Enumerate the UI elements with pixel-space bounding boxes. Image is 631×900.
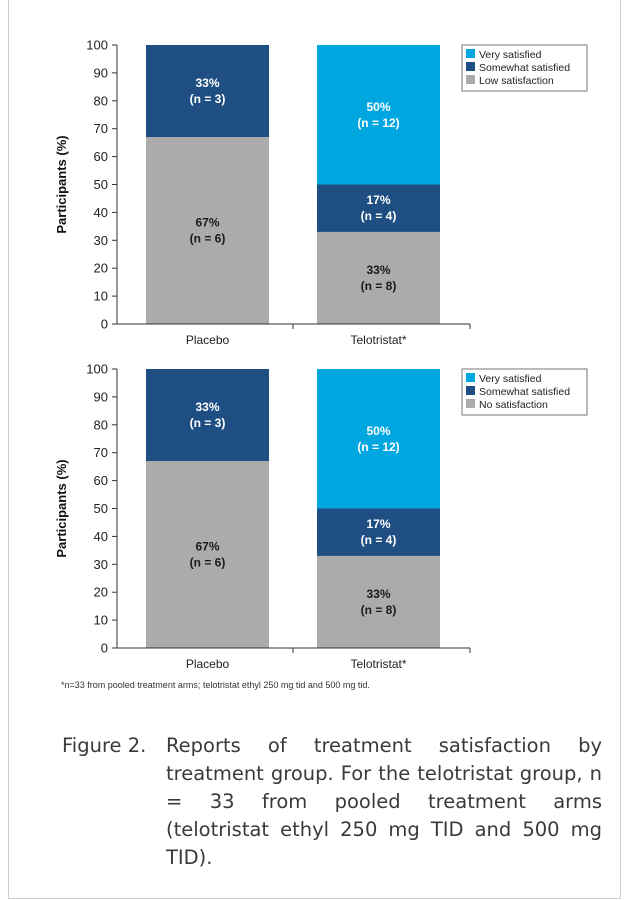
bar-data-label: 33% (n = 3) [190, 76, 226, 106]
bar-segment-low-satisfaction-1 [146, 137, 269, 324]
x-tick-label: Placebo [186, 333, 230, 347]
x-tick-label: Telotristat* [350, 333, 406, 347]
x-tick-label: Placebo [186, 657, 230, 670]
bar-segment-somewhat-satisfied-1 [146, 369, 269, 462]
legend-swatch [466, 399, 475, 408]
y-tick-label: 60 [94, 149, 108, 164]
bar-segment-very-satisfied-2 [317, 369, 440, 509]
bar-segment-somewhat-satisfied-2 [317, 184, 440, 232]
bar-data-label: 33% (n = 8) [361, 263, 397, 293]
y-tick-label: 20 [94, 261, 108, 276]
bar-segment-somewhat-satisfied-2 [317, 508, 440, 556]
y-tick-label: 70 [94, 445, 108, 460]
bar-segment-very-satisfied-2 [317, 45, 440, 185]
bar-segment-somewhat-satisfied-1 [146, 45, 269, 138]
figure-frame [8, 0, 621, 899]
bar-data-label: 17% (n = 4) [361, 193, 397, 223]
legend-swatch [466, 75, 475, 84]
bar-data-label: 33% (n = 3) [190, 400, 226, 430]
y-tick-label: 80 [94, 417, 108, 432]
chart-1: 67% (n = 6) 33% (n = 3) Placebo 33% (n = 8) 17%… [54, 38, 588, 347]
x-tick-label: Telotristat* [350, 657, 406, 670]
bar-data-label: 67% (n = 6) [190, 540, 226, 570]
legend-swatch [466, 373, 475, 382]
y-tick-label: 100 [86, 362, 108, 377]
y-tick-label: 80 [94, 93, 108, 108]
legend-box [461, 44, 588, 92]
y-tick-label: 10 [94, 289, 108, 304]
y-tick-label: 0 [101, 641, 108, 656]
legend-entry: Low satisfaction [479, 75, 554, 87]
chart-2: 67% (n = 6) 33% (n = 3) Placebo 33% (n = 8) 17%… [54, 362, 588, 670]
figure-caption: Figure 2. Reports of treatment satisfact… [62, 732, 602, 872]
y-tick-label: 100 [86, 38, 108, 53]
legend-swatch [466, 62, 475, 71]
bar-data-label: 33% (n = 8) [361, 587, 397, 617]
y-tick-label: 40 [94, 529, 108, 544]
y-axis-title: Participants (%) [54, 135, 69, 233]
bar-segment-low-satisfaction-2 [317, 231, 440, 324]
legend-entry: No satisfaction [479, 399, 548, 411]
bar-segment-no-satisfaction-1 [146, 461, 269, 648]
y-tick-label: 60 [94, 473, 108, 488]
bar-data-label: 17% (n = 4) [361, 517, 397, 547]
y-tick-label: 10 [94, 613, 108, 628]
legend-swatch [466, 386, 475, 395]
y-tick-label: 50 [94, 501, 108, 516]
y-tick-label: 20 [94, 585, 108, 600]
y-tick-label: 70 [94, 121, 108, 136]
caption-label: Figure 2. [62, 734, 147, 757]
y-tick-label: 90 [94, 65, 108, 80]
y-axis-title: Participants (%) [54, 459, 69, 557]
bar-data-label: 50% (n = 12) [357, 424, 399, 454]
y-tick-label: 90 [94, 389, 108, 404]
legend-entry: Very satisfied [479, 373, 542, 385]
bar-data-label: 67% (n = 6) [190, 216, 226, 246]
footnote: *n=33 from pooled treatment arms; telotr… [61, 680, 370, 690]
legend-entry: Somewhat satisfied [479, 386, 570, 398]
y-tick-label: 0 [101, 317, 108, 332]
legend-entry: Very satisfied [479, 49, 542, 61]
legend-box [461, 368, 588, 416]
charts-canvas: 67% (n = 6) 33% (n = 3) Placebo 33% (n = 8) 17%… [54, 38, 588, 670]
bar-segment-no-satisfaction-2 [317, 555, 440, 648]
bar-data-label: 50% (n = 12) [357, 100, 399, 130]
y-tick-label: 30 [94, 233, 108, 248]
y-tick-label: 50 [94, 177, 108, 192]
legend-swatch [466, 49, 475, 58]
legend-entry: Somewhat satisfied [479, 62, 570, 74]
y-tick-label: 40 [94, 205, 108, 220]
caption-text: Reports of treatment satisfaction by tre… [166, 734, 602, 869]
y-tick-label: 30 [94, 557, 108, 572]
